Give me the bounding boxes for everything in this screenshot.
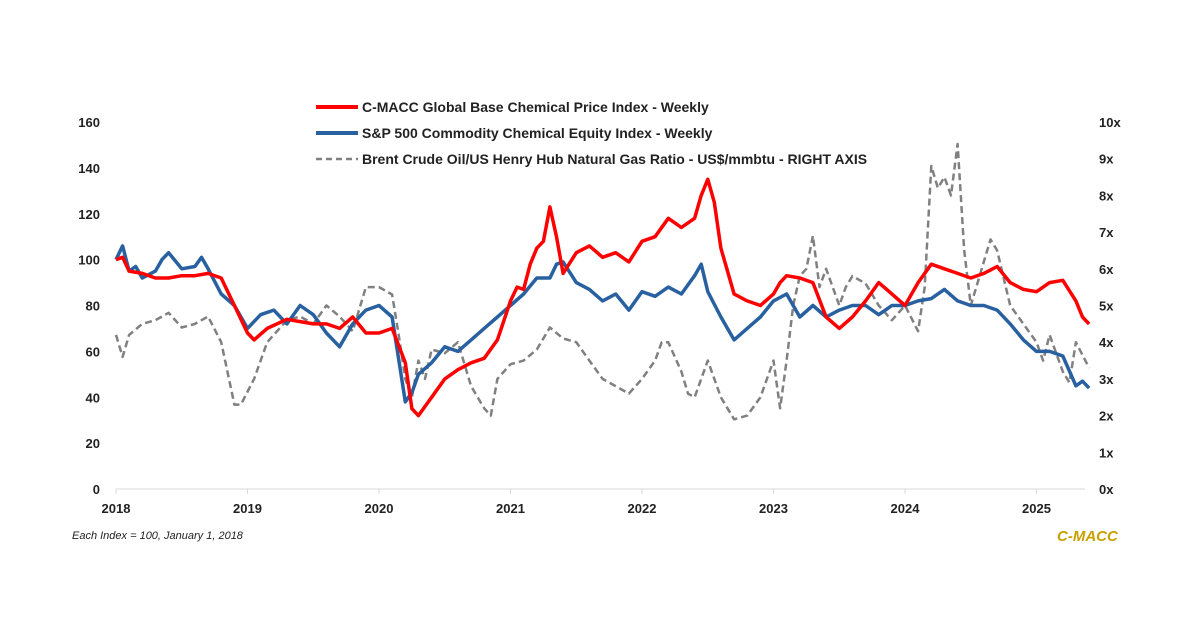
y-tick-label: 100 xyxy=(78,253,100,268)
x-tick-label: 2019 xyxy=(233,501,262,516)
series-line-0 xyxy=(115,177,1091,418)
y-tick-label: 160 xyxy=(78,115,100,130)
y2-tick-label: 8x xyxy=(1099,188,1114,203)
x-tick-label: 2022 xyxy=(628,501,657,516)
y2-tick-label: 7x xyxy=(1099,225,1114,240)
x-tick-label: 2024 xyxy=(891,501,921,516)
x-tick-label: 2020 xyxy=(365,501,394,516)
y-tick-label: 120 xyxy=(78,207,100,222)
series-line-2 xyxy=(114,142,1091,421)
brand-logo: C-MACC xyxy=(1057,528,1118,545)
y-tick-label: 40 xyxy=(86,390,100,405)
y-tick-label: 80 xyxy=(86,299,100,314)
y2-tick-label: 4x xyxy=(1099,335,1114,350)
legend-label: C-MACC Global Base Chemical Price Index … xyxy=(362,99,709,115)
y2-tick-label: 1x xyxy=(1099,445,1114,460)
y-tick-label: 0 xyxy=(93,482,100,497)
y-tick-label: 140 xyxy=(78,161,100,176)
footnote: Each Index = 100, January 1, 2018 xyxy=(72,530,243,542)
x-tick-label: 2018 xyxy=(102,501,131,516)
y2-tick-label: 3x xyxy=(1099,372,1114,387)
y2-tick-label: 6x xyxy=(1099,262,1114,277)
y2-tick-label: 2x xyxy=(1099,409,1114,424)
legend-label: Brent Crude Oil/US Henry Hub Natural Gas… xyxy=(362,151,867,167)
x-tick-label: 2023 xyxy=(759,501,788,516)
x-tick-label: 2021 xyxy=(496,501,525,516)
y-tick-label: 20 xyxy=(86,436,100,451)
y2-tick-label: 0x xyxy=(1099,482,1114,497)
y2-tick-label: 5x xyxy=(1099,299,1114,314)
y-tick-label: 60 xyxy=(86,344,100,359)
x-tick-label: 2025 xyxy=(1022,501,1051,516)
y2-tick-label: 9x xyxy=(1099,152,1114,167)
legend-label: S&P 500 Commodity Chemical Equity Index … xyxy=(362,125,713,141)
y2-tick-label: 10x xyxy=(1099,115,1121,130)
